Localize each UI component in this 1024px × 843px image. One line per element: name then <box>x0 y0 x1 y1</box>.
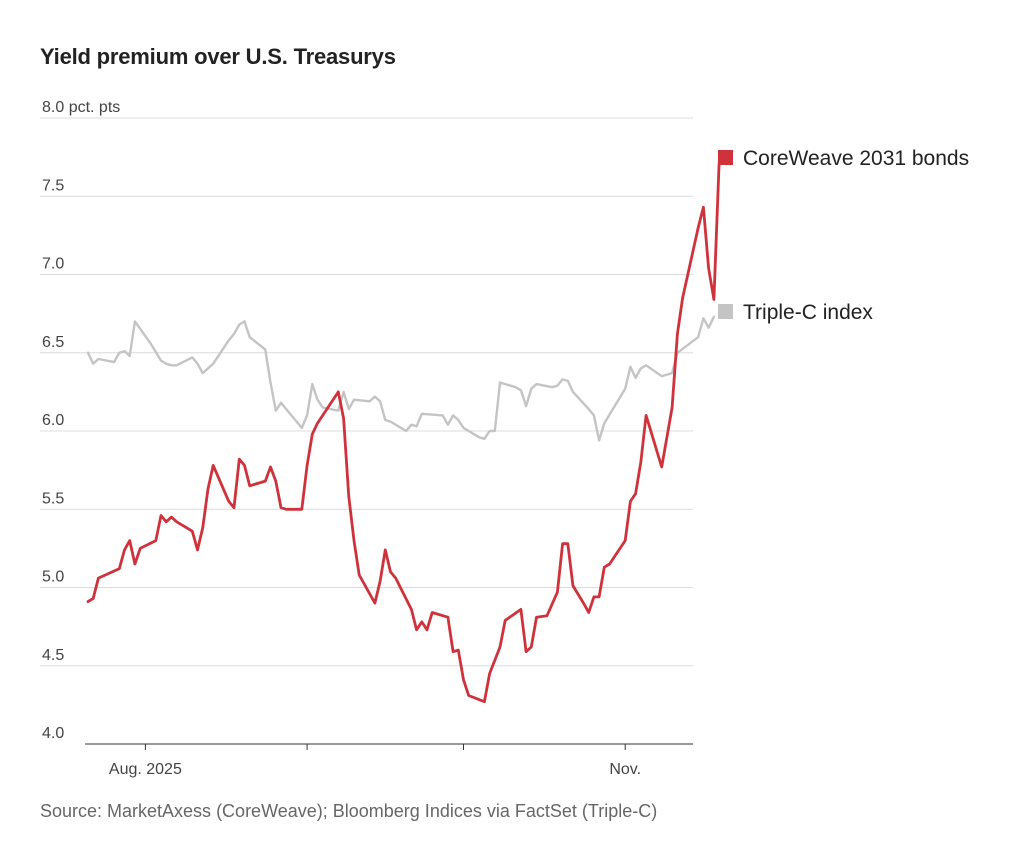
y-tick-label: 4.5 <box>42 647 64 664</box>
legend-label: CoreWeave 2031 bonds <box>743 147 969 170</box>
y-tick-label: 7.5 <box>42 177 64 194</box>
y-tick-label: 5.0 <box>42 569 64 586</box>
y-tick-label: 7.0 <box>42 256 64 273</box>
series-lines <box>86 162 721 704</box>
series-line-triple-c-index <box>86 315 716 442</box>
legend-item-coreweave-2031-bonds: CoreWeave 2031 bonds <box>718 147 969 170</box>
legend: CoreWeave 2031 bonds Triple-C index <box>718 147 969 324</box>
series-line-coreweave-2031-bonds <box>86 162 721 704</box>
y-tick-label: 6.0 <box>42 412 64 429</box>
y-tick-label: 6.5 <box>42 334 64 351</box>
y-axis-ticks: 4.0 4.5 5.0 5.5 6.0 6.5 7.0 7.5 8.0 pct. pts <box>42 99 120 742</box>
legend-label: Triple-C index <box>743 301 873 324</box>
y-tick-label: 5.5 <box>42 490 64 507</box>
legend-swatch <box>718 150 733 165</box>
x-tick-label: Nov. <box>609 761 641 778</box>
x-tick-label: Aug. 2025 <box>109 761 182 778</box>
legend-item-triple-c-index: Triple-C index <box>718 301 873 324</box>
y-tick-label: 4.0 <box>42 725 64 742</box>
source-note: Source: MarketAxess (CoreWeave); Bloombe… <box>40 801 658 821</box>
legend-swatch <box>718 304 733 319</box>
gridlines <box>40 117 693 667</box>
chart-title: Yield premium over U.S. Treasurys <box>40 44 396 69</box>
x-axis: Aug. 2025 Nov. <box>85 743 693 778</box>
y-tick-label: 8.0 pct. pts <box>42 99 120 116</box>
